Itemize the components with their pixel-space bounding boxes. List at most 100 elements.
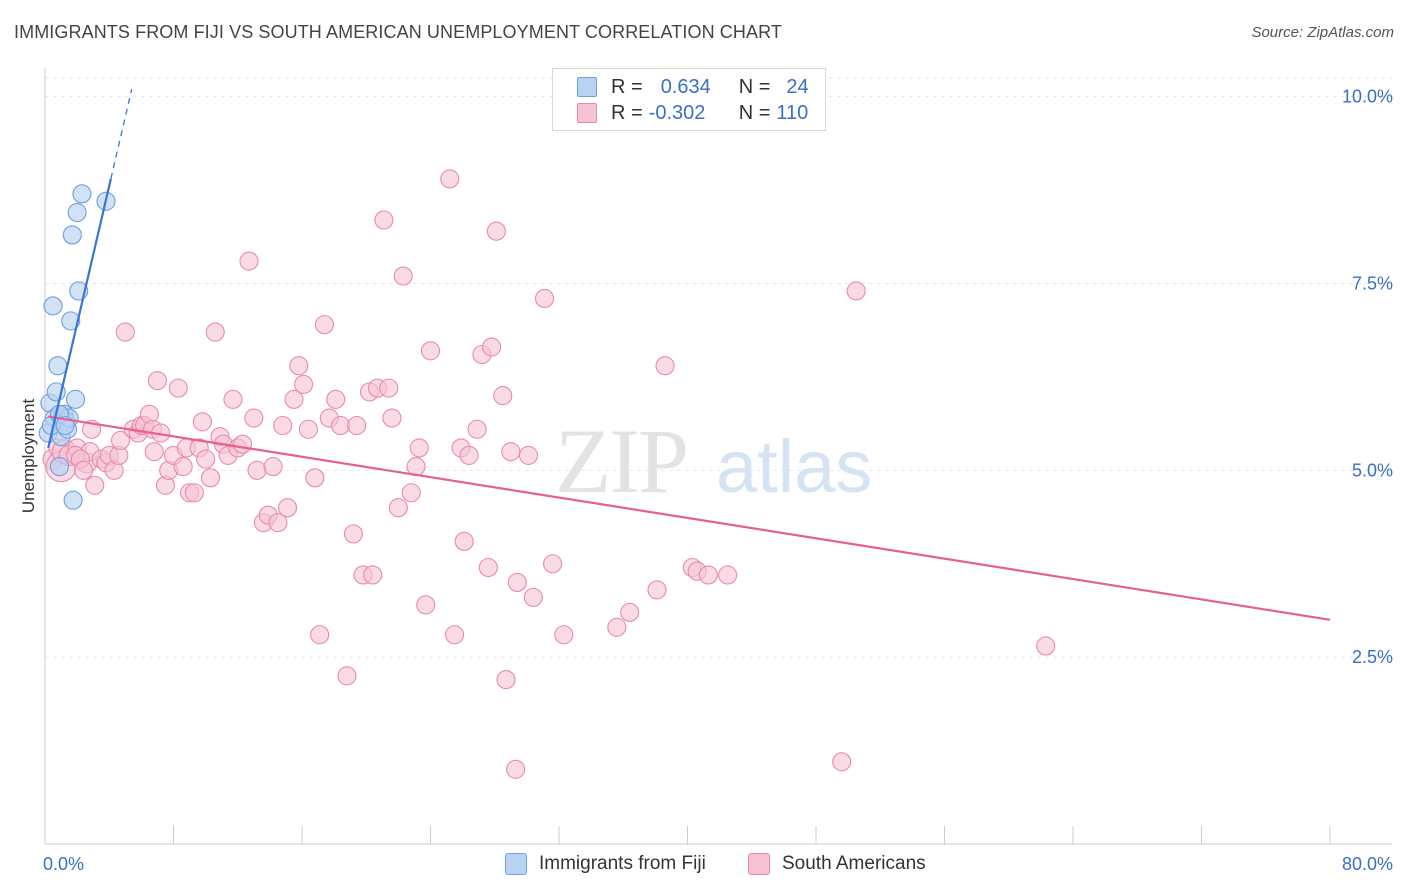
fiji-r-value: 0.634 xyxy=(660,75,711,98)
south-americans-point xyxy=(330,415,351,436)
south-americans-point xyxy=(74,460,94,480)
fiji-trend-extension xyxy=(110,89,133,180)
south-americans-point xyxy=(233,434,253,454)
south-americans-point xyxy=(284,389,304,409)
south-americans-point xyxy=(718,565,738,585)
south-americans-point xyxy=(263,457,283,477)
south-americans-point xyxy=(110,430,131,450)
south-americans-point xyxy=(647,580,667,600)
x-tick-label: 80.0% xyxy=(1342,854,1393,874)
south-americans-point xyxy=(326,389,346,409)
south-americans-point xyxy=(144,442,164,462)
south-americans-point xyxy=(363,565,383,585)
bottom-south-swatch xyxy=(748,853,770,875)
south-americans-point xyxy=(168,378,188,398)
south-americans-point xyxy=(173,457,193,477)
south-r-value: -0.302 xyxy=(648,101,706,124)
south-americans-point xyxy=(382,408,402,428)
watermark-atlas: atlas xyxy=(716,425,872,508)
south-americans-points xyxy=(42,169,1056,779)
south-americans-point xyxy=(832,752,852,772)
south-americans-point xyxy=(244,408,264,428)
south-americans-point xyxy=(454,531,474,551)
legend-row-fiji: R = 0.634 N = 24 xyxy=(577,75,809,99)
south-americans-point xyxy=(247,460,267,480)
y-tick-label: 7.5% xyxy=(1352,274,1393,294)
fiji-point xyxy=(65,389,86,409)
south-americans-point xyxy=(493,386,513,406)
south-americans-point xyxy=(298,419,318,439)
south-americans-point xyxy=(445,625,465,645)
south-americans-point xyxy=(467,419,487,439)
south-americans-point xyxy=(607,617,627,637)
y-axis-label: Unemployment xyxy=(19,399,38,514)
south-americans-point xyxy=(85,475,105,495)
south-americans-point xyxy=(496,670,516,690)
south-americans-point xyxy=(698,565,718,585)
south-americans-point xyxy=(534,288,555,309)
bottom-legend-fiji: Immigrants from Fiji xyxy=(505,850,706,878)
y-tick-label: 5.0% xyxy=(1352,460,1393,480)
south-n-value: 110 xyxy=(776,101,809,124)
south-americans-point xyxy=(268,513,288,533)
bottom-fiji-label: Immigrants from Fiji xyxy=(539,853,706,874)
south-americans-point xyxy=(196,449,216,469)
south-americans-point xyxy=(416,595,436,615)
south-americans-point xyxy=(459,445,479,465)
fiji-n-value: 24 xyxy=(786,75,809,98)
fiji-point xyxy=(43,296,63,316)
south-americans-point xyxy=(273,415,293,436)
south-americans-point xyxy=(554,625,574,645)
south-americans-point xyxy=(294,374,314,394)
south-americans-point xyxy=(486,221,506,241)
south-americans-point xyxy=(223,389,243,409)
south-americans-point xyxy=(506,759,526,779)
south-americans-point xyxy=(343,524,363,544)
bottom-legend-south: South Americans xyxy=(748,850,926,878)
south-americans-point xyxy=(481,337,502,357)
legend-n-label: N = xyxy=(738,75,771,98)
fiji-point xyxy=(72,184,92,204)
fiji-point xyxy=(49,457,70,477)
bottom-south-label: South Americans xyxy=(782,853,926,874)
grid-lines xyxy=(45,77,1392,658)
south-americans-point xyxy=(115,322,135,342)
south-americans-point xyxy=(518,445,539,465)
fiji-point xyxy=(63,490,83,510)
south-americans-point xyxy=(655,356,675,376)
y-tick-label: 2.5% xyxy=(1352,647,1393,667)
watermark: ZIP atlas xyxy=(555,410,872,512)
south-americans-point xyxy=(478,557,498,578)
fiji-point xyxy=(48,356,68,376)
south-americans-point xyxy=(393,266,413,286)
south-americans-point xyxy=(147,371,167,391)
south-americans-point xyxy=(507,572,527,592)
south-americans-point xyxy=(440,169,460,189)
south-americans-point xyxy=(239,251,259,271)
fiji-point xyxy=(61,311,81,331)
tick-labels: 2.5% 5.0% 7.5% 10.0% 0.0% 80.0% xyxy=(43,87,1393,874)
south-americans-point xyxy=(523,587,543,607)
south-americans-point xyxy=(501,442,521,462)
y-tick-label: 10.0% xyxy=(1342,87,1393,107)
chart-source: Source: ZipAtlas.com xyxy=(1251,24,1394,41)
legend-r-label: R = xyxy=(611,101,643,124)
south-americans-point xyxy=(205,322,225,342)
south-americans-trend-line xyxy=(48,415,1331,621)
south-americans-point xyxy=(347,415,367,436)
south-americans-point xyxy=(200,468,220,488)
correlation-legend: R = 0.634 N = 24 R = -0.302 N = 110 xyxy=(552,68,826,131)
south-americans-point xyxy=(409,438,429,458)
fiji-point xyxy=(62,225,82,245)
south-americans-point xyxy=(846,281,866,301)
south-americans-point xyxy=(310,625,330,645)
chart-title: IMMIGRANTS FROM FIJI VS SOUTH AMERICAN U… xyxy=(14,22,782,42)
south-americans-point xyxy=(314,315,335,335)
south-americans-point xyxy=(289,356,309,376)
south-americans-point xyxy=(305,468,325,488)
south-americans-point xyxy=(277,498,298,518)
fiji-swatch xyxy=(577,77,597,97)
south-americans-point xyxy=(192,412,212,432)
south-americans-point xyxy=(1036,636,1056,656)
